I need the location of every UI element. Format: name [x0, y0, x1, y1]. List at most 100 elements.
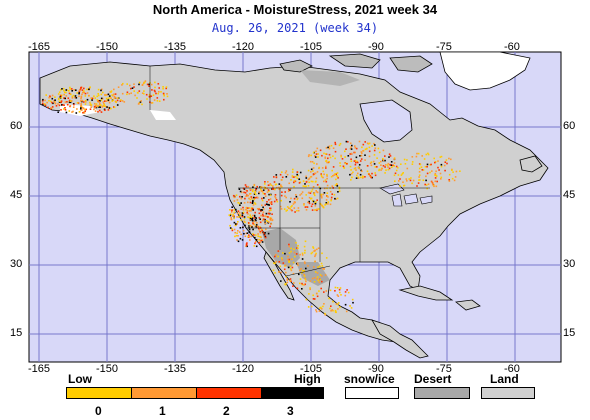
stress-pixel — [305, 177, 308, 179]
stress-pixel — [150, 83, 153, 86]
stress-pixel — [423, 158, 426, 160]
stress-pixel — [403, 184, 406, 187]
stress-pixel — [247, 213, 249, 215]
stress-pixel — [143, 82, 145, 85]
stress-pixel — [99, 109, 101, 112]
stress-pixel — [327, 201, 330, 203]
stress-pixel — [107, 109, 110, 111]
stress-pixel — [284, 264, 287, 267]
stress-pixel — [302, 185, 305, 187]
stress-pixel — [326, 173, 328, 176]
stress-pixel — [336, 294, 339, 296]
stress-pixel — [253, 198, 256, 201]
stress-pixel — [293, 197, 296, 200]
stress-pixel — [315, 201, 317, 203]
stress-pixel — [294, 211, 296, 213]
stress-pixel — [141, 103, 143, 106]
stress-pixel — [408, 178, 410, 180]
stress-pixel — [318, 310, 321, 312]
stress-pixel — [415, 155, 418, 158]
stress-pixel — [304, 277, 306, 280]
stress-pixel — [244, 221, 246, 224]
stress-pixel — [326, 192, 329, 194]
stress-pixel — [406, 180, 408, 182]
stress-pixel — [270, 184, 272, 186]
stress-pixel — [253, 245, 256, 247]
stress-pixel — [64, 107, 66, 109]
stress-pixel — [58, 104, 61, 107]
stress-pixel — [332, 147, 335, 149]
stress-pixel — [163, 94, 165, 97]
stress-pixel — [80, 107, 82, 110]
stress-pixel — [316, 147, 319, 150]
stress-pixel — [426, 165, 428, 168]
stress-pixel — [235, 194, 238, 196]
stress-pixel — [277, 255, 279, 258]
legend-land-label: Land — [490, 372, 519, 386]
stress-pixel — [349, 142, 352, 145]
stress-pixel — [321, 196, 323, 199]
stress-pixel — [275, 197, 277, 199]
central-america — [371, 319, 429, 359]
stress-pixel — [301, 197, 304, 200]
stress-pixel — [66, 103, 69, 106]
stress-pixel — [102, 91, 104, 94]
stress-pixel — [318, 186, 321, 189]
stress-pixel — [351, 298, 354, 301]
stress-pixel — [357, 166, 360, 169]
stress-pixel — [138, 83, 140, 86]
stress-pixel — [244, 235, 247, 238]
stress-pixel — [250, 208, 253, 210]
stress-pixel — [80, 103, 82, 105]
stress-pixel — [346, 163, 348, 165]
stress-pixel — [247, 222, 250, 224]
stress-pixel — [417, 182, 420, 184]
stress-pixel — [291, 266, 294, 269]
stress-pixel — [326, 184, 329, 187]
stress-pixel — [355, 177, 358, 179]
stress-pixel — [448, 157, 450, 160]
stress-pixel — [110, 91, 112, 93]
stress-pixel — [324, 179, 327, 181]
stress-pixel — [258, 191, 261, 193]
stress-pixel — [243, 191, 245, 194]
stress-pixel — [231, 206, 233, 208]
stress-pixel — [247, 216, 249, 218]
stress-pixel — [45, 94, 47, 96]
stress-pixel — [313, 277, 316, 279]
stress-pixel — [370, 176, 373, 179]
stress-pixel — [353, 160, 356, 162]
stress-pixel — [268, 193, 270, 196]
stress-pixel — [307, 265, 309, 267]
stress-pixel — [68, 101, 71, 104]
stress-pixel — [305, 267, 307, 270]
stress-pixel — [292, 168, 294, 171]
stress-pixel — [312, 298, 315, 300]
stress-pixel — [252, 196, 255, 199]
stress-pixel — [53, 101, 56, 104]
stress-pixel — [261, 229, 264, 232]
stress-pixel — [51, 94, 54, 97]
stress-pixel — [89, 101, 91, 104]
stress-pixel — [104, 93, 106, 96]
stress-pixel — [389, 163, 391, 166]
stress-pixel — [364, 148, 367, 151]
stress-pixel — [312, 151, 315, 154]
stress-pixel — [252, 189, 254, 191]
stress-pixel — [249, 198, 252, 201]
stress-pixel — [54, 99, 56, 101]
stress-pixel — [331, 309, 333, 311]
stress-pixel — [101, 88, 103, 91]
stress-pixel — [98, 101, 100, 103]
stress-pixel — [275, 176, 278, 179]
stress-pixel — [163, 98, 165, 101]
map-title: North America - MoistureStress, 2021 wee… — [152, 2, 438, 17]
stress-pixel — [355, 147, 358, 150]
stress-pixel — [148, 93, 151, 96]
stress-pixel — [307, 178, 310, 181]
stress-pixel — [280, 184, 282, 186]
stress-pixel — [254, 234, 257, 236]
political-borders — [149, 66, 430, 277]
stress-pixel — [252, 186, 254, 188]
stress-pixel — [346, 289, 348, 291]
